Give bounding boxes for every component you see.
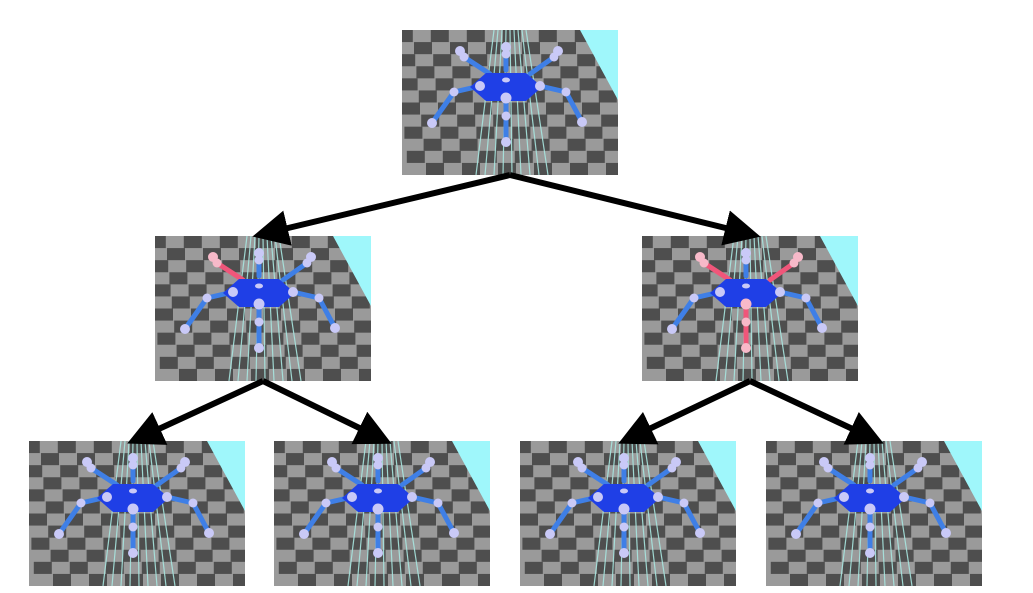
leg-mid-right	[290, 289, 340, 333]
leg-middle	[128, 506, 138, 558]
robot-scene	[642, 236, 858, 381]
sky-corner	[580, 30, 618, 100]
leg-mid-right	[164, 494, 214, 538]
hexapod-robot	[299, 453, 459, 558]
leg-front-right	[891, 457, 927, 488]
robot-body	[97, 484, 169, 512]
arrow-left-to-left-right	[261, 378, 392, 445]
leg-rear	[865, 453, 875, 484]
leg-front-left	[573, 457, 611, 488]
leg-front-left	[208, 252, 246, 283]
leg-rear	[373, 453, 383, 484]
robot-panel-right-right	[766, 441, 982, 586]
robot-body	[834, 484, 906, 512]
hexapod-robot	[791, 453, 951, 558]
leg-middle	[741, 301, 751, 353]
robot-scene	[520, 441, 736, 586]
leg-rear	[128, 453, 138, 484]
arrow-right-to-right-right	[748, 378, 884, 445]
robot-body	[223, 279, 295, 307]
leg-front-left	[327, 457, 365, 488]
leg-front-left	[695, 252, 733, 283]
leg-rear	[254, 248, 264, 279]
sky-corner	[207, 441, 245, 511]
leg-front-left	[455, 46, 493, 77]
hexapod-robot	[667, 248, 827, 353]
leg-front-left	[82, 457, 120, 488]
leg-middle	[254, 301, 264, 353]
leg-front-right	[154, 457, 190, 488]
sky-corner	[333, 236, 371, 306]
leg-mid-right	[409, 494, 459, 538]
leg-front-right	[399, 457, 435, 488]
leg-mid-right	[655, 494, 705, 538]
robot-scene	[29, 441, 245, 586]
arrow-root-to-right	[509, 172, 761, 246]
robot-body	[710, 279, 782, 307]
leg-mid-right	[901, 494, 951, 538]
hexapod-robot	[427, 42, 587, 147]
leg-front-right	[527, 46, 563, 77]
robot-panel-left-right	[274, 441, 490, 586]
robot-scene	[155, 236, 371, 381]
leg-middle	[865, 506, 875, 558]
robot-scene	[766, 441, 982, 586]
sky-corner	[944, 441, 982, 511]
leg-mid-right	[777, 289, 827, 333]
robot-body	[470, 73, 542, 101]
leg-front-right	[280, 252, 316, 283]
leg-middle	[501, 95, 511, 147]
leg-mid-right	[537, 83, 587, 127]
checker-floor	[642, 236, 858, 381]
robot-panel-left-left	[29, 441, 245, 586]
leg-middle	[373, 506, 383, 558]
sky-corner	[820, 236, 858, 306]
sky-corner	[698, 441, 736, 511]
leg-rear	[501, 42, 511, 73]
robot-scene	[274, 441, 490, 586]
hexapod-robot	[545, 453, 705, 558]
leg-front-right	[645, 457, 681, 488]
robot-panel-root	[402, 30, 618, 175]
leg-rear	[741, 248, 751, 279]
leg-front-left	[819, 457, 857, 488]
sky-corner	[452, 441, 490, 511]
robot-panel-left	[155, 236, 371, 381]
arrow-root-to-left	[252, 172, 511, 246]
arrow-left-to-left-left	[127, 378, 265, 445]
arrow-right-to-right-left	[618, 378, 752, 445]
robot-panel-right	[642, 236, 858, 381]
hexapod-robot	[54, 453, 214, 558]
robot-body	[588, 484, 660, 512]
leg-middle	[619, 506, 629, 558]
robot-body	[342, 484, 414, 512]
leg-rear	[619, 453, 629, 484]
robot-panel-right-left	[520, 441, 736, 586]
leg-front-right	[767, 252, 803, 283]
hexapod-robot	[180, 248, 340, 353]
robot-scene	[402, 30, 618, 175]
